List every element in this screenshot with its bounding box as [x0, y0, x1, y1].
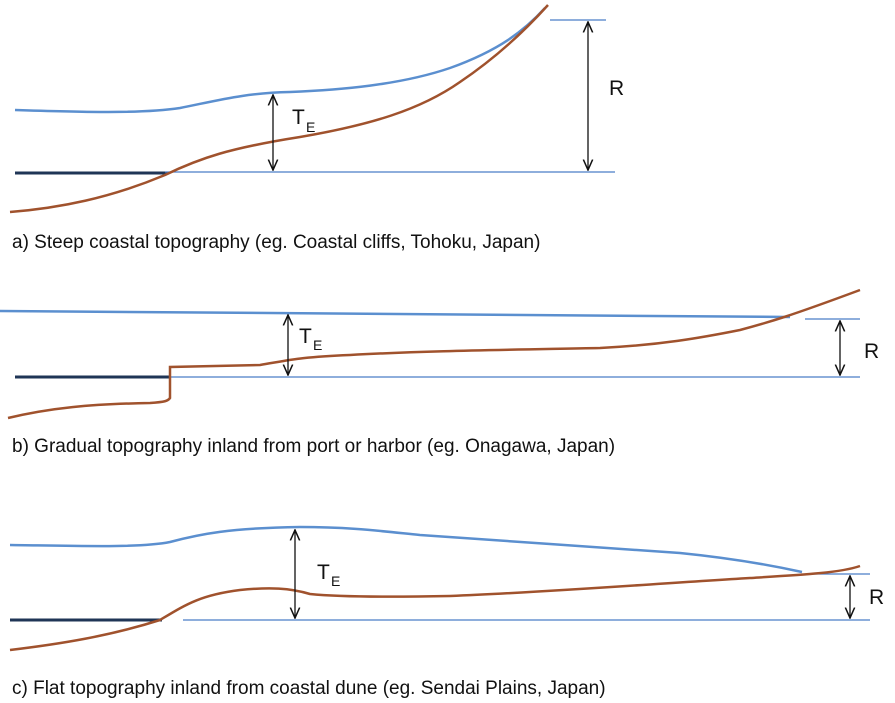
r-label: R — [609, 77, 624, 100]
te-subscript: E — [306, 119, 315, 135]
panel-b: T E R b) Gradual topography inland from … — [0, 288, 879, 457]
te-subscript: E — [331, 573, 340, 589]
te-label: T — [317, 561, 330, 584]
r-label: R — [869, 586, 884, 609]
te-subscript: E — [313, 337, 322, 353]
water-surface — [0, 309, 791, 319]
te-label: T — [292, 106, 305, 129]
caption: a) Steep coastal topography (eg. Coastal… — [12, 232, 540, 253]
water-surface — [9, 525, 803, 574]
water-surface — [14, 7, 546, 114]
terrain — [7, 288, 861, 420]
caption: b) Gradual topography inland from port o… — [12, 436, 615, 457]
r-label: R — [864, 340, 879, 363]
te-label: T — [299, 325, 312, 348]
terrain — [9, 564, 861, 652]
panel-c: T E R c) Flat topography inland from coa… — [9, 525, 884, 699]
caption: c) Flat topography inland from coastal d… — [12, 678, 606, 699]
terrain — [9, 4, 549, 214]
panel-a: T E R a) Steep coastal topography (eg. C… — [9, 4, 624, 253]
